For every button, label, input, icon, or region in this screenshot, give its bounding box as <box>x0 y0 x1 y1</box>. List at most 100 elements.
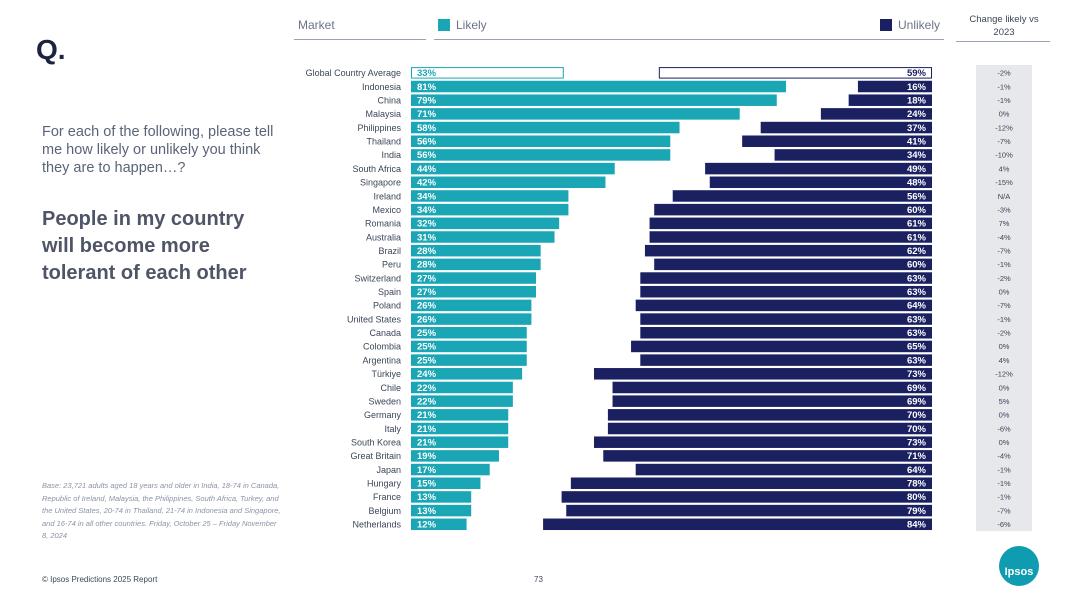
likely-value-label: 21% <box>417 424 437 435</box>
market-label: Ireland <box>373 191 401 201</box>
likely-value-label: 15% <box>417 479 437 490</box>
likely-bar <box>411 231 555 243</box>
likely-value-label: 44% <box>417 164 437 175</box>
market-label: Great Britain <box>350 451 401 461</box>
unlikely-value-label: 61% <box>907 232 927 243</box>
change-value-label: 0% <box>999 383 1010 392</box>
change-value-label: -6% <box>997 424 1011 433</box>
market-label: Japan <box>376 465 401 475</box>
likely-bar <box>411 272 537 284</box>
unlikely-bar <box>566 504 932 517</box>
market-label: Philippines <box>357 123 401 133</box>
change-value-label: -7% <box>997 137 1011 146</box>
unlikely-bar <box>644 244 932 257</box>
likely-value-label: 32% <box>417 219 437 230</box>
likely-value-label: 25% <box>417 355 437 366</box>
unlikely-value-label: 48% <box>907 178 927 189</box>
ipsos-logo: Ipsos <box>999 546 1039 586</box>
unlikely-value-label: 56% <box>907 191 927 202</box>
unlikely-bar <box>820 108 932 120</box>
unlikely-bar <box>649 217 932 230</box>
change-column-background <box>976 65 1032 532</box>
market-label: South Korea <box>351 438 401 448</box>
unlikely-swatch <box>880 19 892 31</box>
market-label: Romania <box>365 219 401 229</box>
change-value-label: -1% <box>997 260 1011 269</box>
likely-bar <box>411 381 513 394</box>
unlikely-bar <box>570 477 932 489</box>
change-value-label: -7% <box>997 246 1011 255</box>
market-label: Canada <box>369 328 401 338</box>
likely-value-label: 34% <box>417 205 437 216</box>
likely-bar <box>411 450 499 462</box>
likely-bar <box>411 340 527 353</box>
likely-bar <box>411 491 472 503</box>
unlikely-value-label: 60% <box>907 205 927 216</box>
unlikely-value-label: 71% <box>907 451 927 462</box>
unlikely-value-label: 41% <box>907 137 927 148</box>
likely-value-label: 58% <box>417 123 437 134</box>
unlikely-value-label: 73% <box>907 369 927 380</box>
unlikely-bar <box>857 80 932 93</box>
unlikely-bar <box>640 327 932 339</box>
market-label: Malaysia <box>365 109 401 119</box>
unlikely-value-label: 78% <box>907 479 927 490</box>
change-value-label: -15% <box>995 178 1013 187</box>
unlikely-value-label: 59% <box>907 68 927 79</box>
likely-bar <box>411 395 513 407</box>
likely-bar <box>411 327 527 339</box>
likely-value-label: 21% <box>417 410 437 421</box>
change-value-label: 0% <box>999 411 1010 420</box>
change-value-label: 0% <box>999 438 1010 447</box>
likely-swatch <box>438 19 450 31</box>
likely-bar <box>411 409 509 421</box>
likely-value-label: 33% <box>417 68 437 79</box>
logo-circle <box>999 546 1039 586</box>
likely-bar <box>411 203 569 216</box>
likely-bar <box>411 121 680 134</box>
unlikely-value-label: 60% <box>907 260 927 271</box>
likely-bar <box>411 176 606 189</box>
likely-value-label: 24% <box>417 369 437 380</box>
unlikely-bar <box>612 395 932 407</box>
unlikely-bar <box>654 203 932 216</box>
unlikely-bar <box>561 491 932 503</box>
market-label: Sweden <box>368 396 401 406</box>
footer-source: © Ipsos Predictions 2025 Report <box>42 575 158 584</box>
change-value-label: -2% <box>997 69 1011 78</box>
change-value-label: -4% <box>997 452 1011 461</box>
likely-value-label: 28% <box>417 246 437 257</box>
likely-legend-label: Likely <box>456 18 487 32</box>
likely-bar <box>411 80 787 93</box>
unlikely-value-label: 70% <box>907 424 927 435</box>
likely-bar <box>411 135 671 147</box>
unlikely-bar <box>640 285 932 298</box>
change-value-label: -1% <box>997 465 1011 474</box>
unlikely-bar <box>654 258 932 271</box>
likely-bar <box>411 368 523 380</box>
market-label: France <box>373 492 401 502</box>
unlikely-value-label: 16% <box>907 82 927 93</box>
unlikely-bar <box>848 94 932 106</box>
change-value-label: 5% <box>999 397 1010 406</box>
market-label: Argentina <box>362 355 401 365</box>
unlikely-value-label: 63% <box>907 287 927 298</box>
market-label: Türkiye <box>371 369 401 379</box>
market-label: Indonesia <box>362 82 401 92</box>
likely-bar <box>411 504 472 517</box>
likely-value-label: 71% <box>417 109 437 120</box>
market-label: Italy <box>384 424 401 434</box>
likely-bar <box>411 313 532 325</box>
unlikely-bar <box>658 67 933 79</box>
unlikely-bar <box>594 368 932 380</box>
question-intro: For each of the following, please tell m… <box>42 124 274 176</box>
change-value-label: -12% <box>995 123 1013 132</box>
change-value-label: -1% <box>997 96 1011 105</box>
unlikely-bar <box>603 450 932 462</box>
likely-bar <box>411 149 671 161</box>
likely-value-label: 25% <box>417 342 437 353</box>
unlikely-bar <box>640 272 932 284</box>
likely-legend: Likely <box>438 18 487 32</box>
change-value-label: -7% <box>997 506 1011 515</box>
